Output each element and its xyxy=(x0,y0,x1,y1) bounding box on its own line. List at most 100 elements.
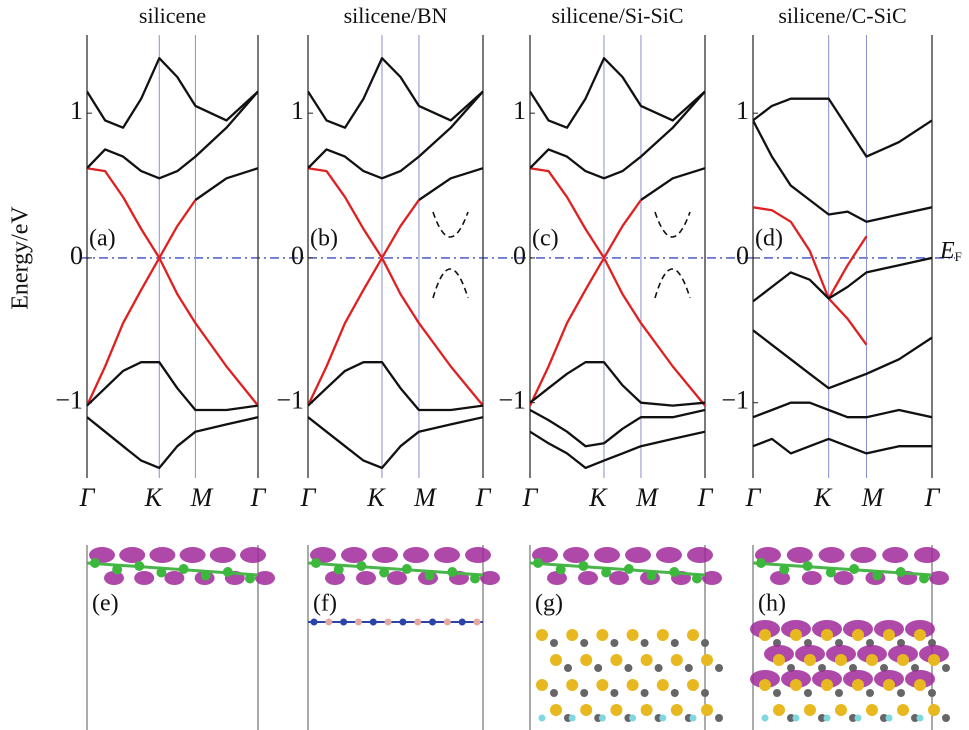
y-tick-label: −1 xyxy=(721,386,749,415)
charge-blob xyxy=(465,547,491,563)
c-atom xyxy=(787,714,795,722)
y-tick-label: 0 xyxy=(70,241,83,270)
b-atom xyxy=(443,618,451,626)
y-tick-label: 1 xyxy=(736,96,749,125)
si-atom xyxy=(533,558,543,568)
h-atom xyxy=(598,714,606,722)
charge-blob xyxy=(179,547,206,563)
y-tick-label: 1 xyxy=(70,96,83,125)
c-atom xyxy=(849,714,857,722)
sic-atom xyxy=(914,629,926,641)
c-atom xyxy=(624,664,633,672)
bands xyxy=(530,57,705,470)
sic-atom xyxy=(656,629,669,641)
charge-blob xyxy=(833,571,854,585)
si-atom xyxy=(112,564,123,575)
charge-blob xyxy=(687,547,713,563)
band-line xyxy=(753,206,868,300)
x-tick-label: K xyxy=(813,483,833,512)
band-line xyxy=(87,90,258,180)
h-atom xyxy=(659,714,667,722)
charge-blob xyxy=(929,571,949,585)
sic-atom xyxy=(610,654,623,666)
sic-atom xyxy=(852,629,864,641)
sic-atom xyxy=(835,654,847,666)
sic-atom xyxy=(566,629,579,641)
c-atom xyxy=(684,664,693,672)
band-line xyxy=(530,408,705,448)
charge-blob xyxy=(594,547,620,563)
bands xyxy=(753,97,932,455)
si-atom xyxy=(470,573,480,584)
band-line xyxy=(308,90,483,180)
si-atom xyxy=(919,573,929,584)
charge-blob xyxy=(609,571,629,585)
c-atom xyxy=(580,639,589,647)
charge-blob xyxy=(434,547,460,563)
sic-atom xyxy=(640,704,653,716)
h-atom xyxy=(854,714,862,722)
charge-blob xyxy=(372,547,398,563)
c-atom xyxy=(866,689,874,697)
sic-atom xyxy=(821,679,833,691)
band-line xyxy=(753,119,932,223)
y-tick-label: −1 xyxy=(276,386,304,415)
sic-atom xyxy=(656,679,669,691)
band-line xyxy=(87,416,258,470)
charge-blob xyxy=(656,547,682,563)
sic-atom xyxy=(550,704,562,716)
h-atom xyxy=(761,714,769,722)
y-tick-label: 0 xyxy=(291,241,304,270)
c-atom xyxy=(942,714,950,722)
sic-atom xyxy=(821,629,833,641)
sic-atom xyxy=(897,704,909,716)
charge-blob xyxy=(625,547,651,563)
sic-atom xyxy=(835,704,847,716)
sic-atom xyxy=(759,679,771,691)
band-line xyxy=(530,57,705,129)
charge-blob xyxy=(149,547,176,563)
sic-atom xyxy=(804,704,816,716)
si-atom xyxy=(825,567,836,578)
sic-atom xyxy=(866,654,878,666)
si-atom xyxy=(447,567,458,577)
h-atom xyxy=(792,714,800,722)
c-atom xyxy=(701,689,709,697)
sic-atom xyxy=(626,629,639,641)
sic-atom xyxy=(701,704,713,716)
band-line xyxy=(827,297,868,346)
c-atom xyxy=(564,664,572,672)
sic-atom xyxy=(701,654,713,666)
sic-atom xyxy=(610,704,623,716)
si-atom xyxy=(90,558,100,568)
sic-atom xyxy=(670,654,683,666)
x-tick-label: K xyxy=(588,483,608,512)
si-atom xyxy=(356,561,367,571)
sic-atom xyxy=(640,654,653,666)
x-tick-label: M xyxy=(861,483,885,512)
band-line xyxy=(308,199,420,407)
sic-atom xyxy=(566,679,579,691)
panel-title: silicene/Si-SiC xyxy=(552,3,684,28)
charge-blob xyxy=(387,571,407,585)
band-line xyxy=(87,167,258,407)
sic-atom xyxy=(883,679,895,691)
x-tick-label: Γ xyxy=(300,483,317,512)
c-atom xyxy=(942,664,950,672)
band-line xyxy=(308,57,483,129)
panel-title: silicene/C-SiC xyxy=(778,3,906,28)
si-atom xyxy=(756,558,766,568)
charge-blob xyxy=(480,571,500,585)
c-atom xyxy=(640,689,649,697)
sic-atom xyxy=(550,654,562,666)
sic-atom xyxy=(866,704,878,716)
c-atom xyxy=(550,639,558,647)
sic-atom xyxy=(928,704,940,716)
charge-blob xyxy=(786,547,813,563)
band-line xyxy=(530,361,705,407)
sic-atom xyxy=(580,654,593,666)
y-tick-label: 1 xyxy=(513,96,526,125)
structure-label: (g) xyxy=(535,591,563,617)
sic-atom xyxy=(596,679,609,691)
sic-atom xyxy=(580,704,593,716)
